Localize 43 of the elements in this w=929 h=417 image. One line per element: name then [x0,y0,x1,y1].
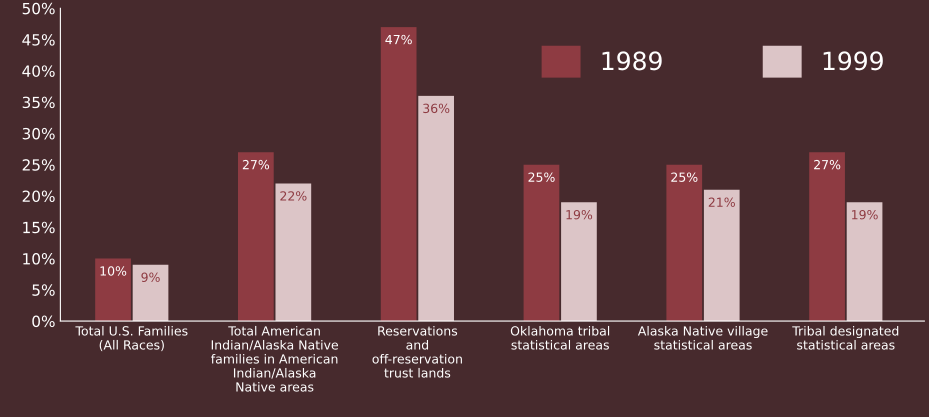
bar [846,202,882,322]
data-label: 9% [141,272,160,282]
legend-label: 1999 [824,51,883,70]
y-tick-label: 0% [32,316,55,328]
x-tick-label: Reservations and off-reservation trust lands [372,326,462,378]
y-tick-label: 10% [23,253,55,265]
bar [418,96,454,322]
data-label: 10% [100,266,126,276]
data-label: 25% [671,172,698,182]
y-tick-label: 35% [22,96,55,108]
bar [132,264,168,322]
x-tick-label: Tribal designated statistical areas [792,326,898,350]
data-label: 25% [528,172,555,182]
data-label: 27% [814,160,840,170]
y-tick-label: 45% [22,34,55,46]
bar [380,27,417,322]
bar [275,183,312,322]
y-tick-label: 20% [22,190,55,202]
y-tick-label: 15% [23,222,55,234]
bar [666,164,702,322]
data-label: 21% [708,197,735,207]
data-label: 19% [852,210,878,220]
y-tick-label: 5% [32,284,55,296]
x-tick-label: Oklahoma tribal statistical areas [510,326,610,350]
bar [561,202,597,322]
legend-label: 1989 [602,51,662,70]
bar [524,164,560,322]
bar [238,152,274,322]
bar [95,258,131,322]
data-label: 27% [242,160,270,170]
y-tick-label: 50% [22,2,55,14]
x-tick-label: Total U.S. Families (All Races) [75,326,188,352]
y-tick-label: 40% [22,65,55,77]
bar [704,190,740,322]
data-label: 47% [385,34,412,44]
y-tick-label: 30% [22,128,55,140]
x-tick-label: Alaska Native village statistical areas [638,326,768,350]
data-label: 22% [280,191,307,201]
x-tick-label: Total American Indian/Alaska Native families in American Indian/Alaska Native areas [211,326,338,392]
bar [809,152,845,322]
data-label: 36% [423,104,450,114]
data-label: 19% [566,210,592,220]
y-tick-label: 25% [22,159,55,171]
